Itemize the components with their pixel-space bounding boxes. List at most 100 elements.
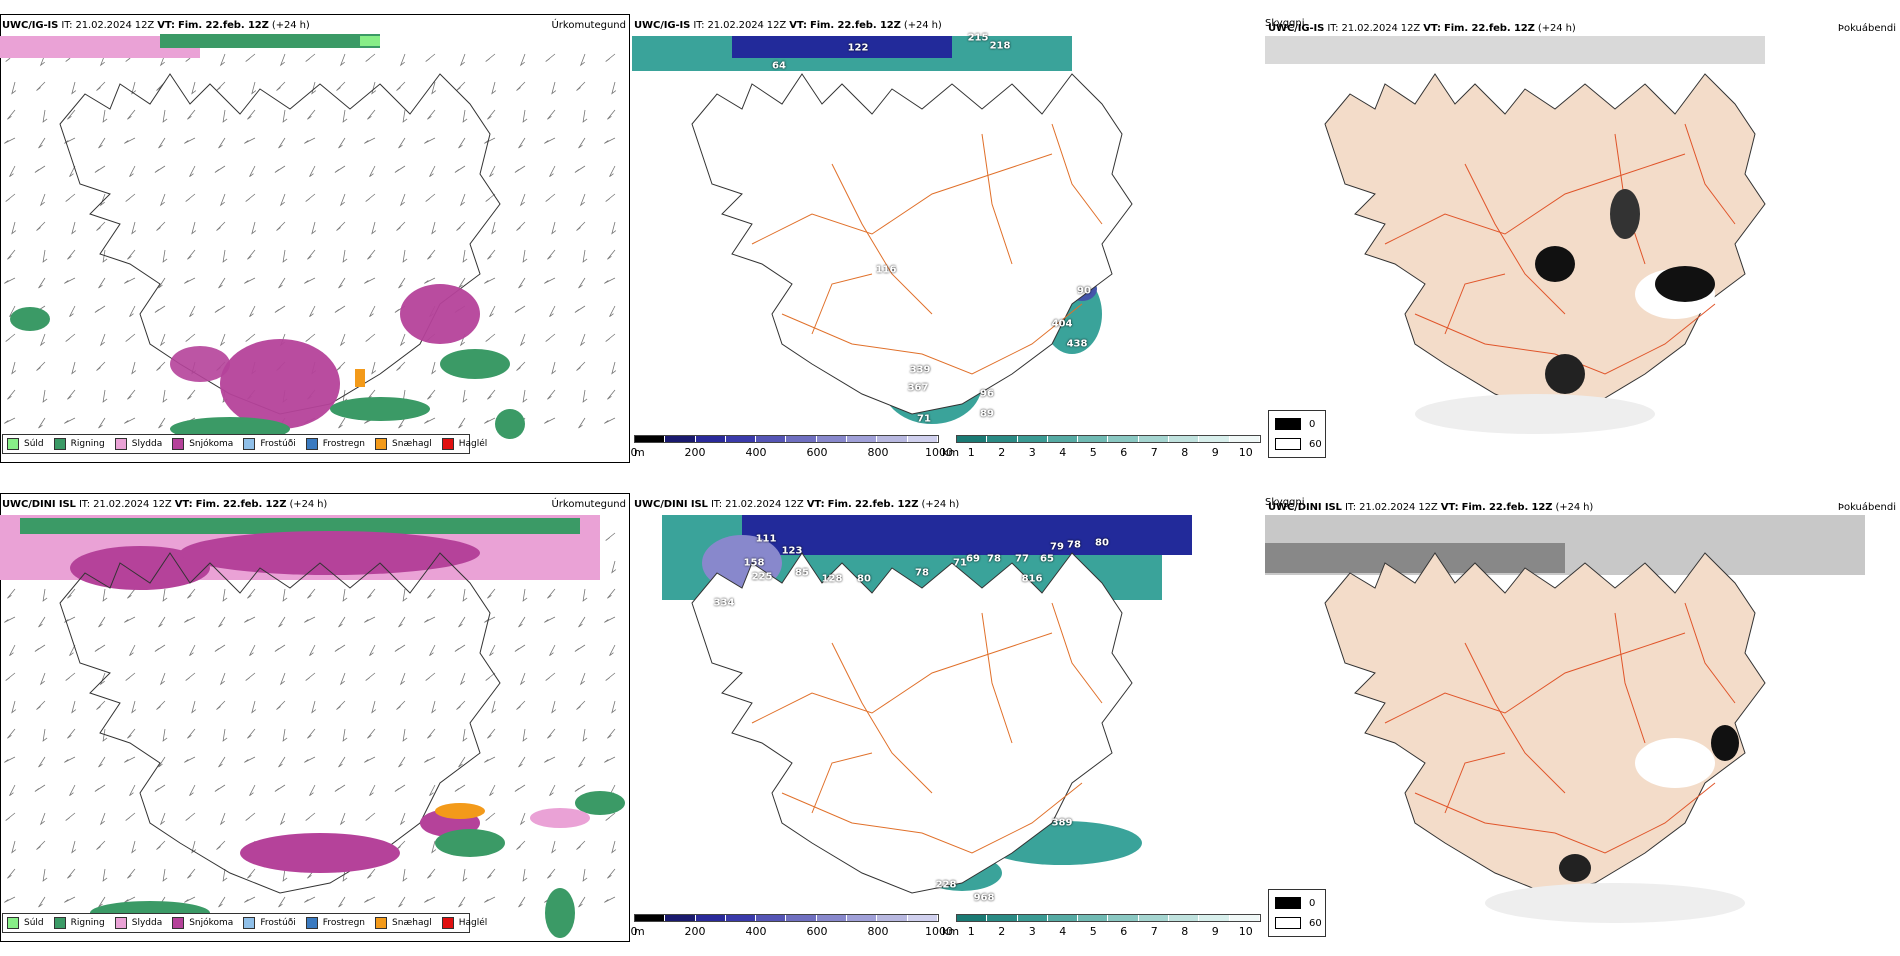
colorbar-tick: 2: [998, 446, 1006, 459]
wind-barb: [222, 109, 228, 123]
wind-barb: [162, 389, 168, 403]
wind-barb: [365, 53, 376, 62]
wind-barb: [429, 165, 436, 178]
wind-barb: [579, 672, 586, 686]
precip-type-panel: UWC/DINI ISL IT: 21.02.2024 12Z VT: Fim.…: [0, 493, 630, 956]
fog-map: [1265, 36, 1766, 434]
legend-item-haglel: Haglél: [441, 438, 487, 450]
wind-barb: [574, 644, 586, 652]
wind-barb: [156, 840, 166, 850]
wind-barb: [485, 672, 496, 681]
wind-barb: [187, 109, 196, 120]
fog-visibility-title: Skyggni: [1265, 497, 1305, 508]
lead-time: (+24 h): [1555, 502, 1594, 513]
wind-barb: [398, 616, 406, 628]
wind-barb: [307, 109, 316, 120]
wind-barb: [311, 700, 317, 714]
lead-time: (+24 h): [271, 20, 310, 31]
init-time: 21.02.2024 12Z: [75, 20, 155, 31]
wind-barb: [456, 700, 466, 710]
wind-barb: [424, 756, 436, 763]
wind-barb: [159, 672, 166, 686]
wind-barb: [607, 389, 616, 400]
wind-barb: [131, 700, 137, 714]
wind-barb: [158, 277, 166, 289]
wind-barb: [458, 417, 466, 429]
wind-barb: [396, 700, 406, 710]
wind-barb: [247, 868, 256, 879]
wind-barb: [551, 840, 557, 854]
wind-barb: [394, 784, 406, 792]
wind-barb: [427, 249, 436, 260]
wind-barb: [399, 53, 406, 67]
wind-barb: [578, 756, 586, 768]
road-line: [1444, 752, 1506, 814]
wind-barb: [244, 616, 256, 623]
it-label: IT:: [78, 499, 90, 510]
legend-label: Rigning: [70, 439, 105, 449]
precip-legend: Súld Rigning Slydda Snjókoma Frostúði Frostre…: [2, 434, 487, 454]
wind-barb: [514, 165, 526, 173]
wind-barb: [7, 728, 16, 739]
wind-barb: [484, 616, 496, 623]
wind-barb: [39, 333, 46, 347]
wind-barb: [484, 896, 496, 903]
wind-barb: [251, 81, 257, 95]
wind-barb: [274, 784, 286, 792]
wind-barb: [127, 389, 136, 400]
cloud-base-value: 122: [847, 42, 869, 54]
wind-barb: [334, 644, 346, 652]
model-name: UWC/IG-IS: [2, 20, 59, 31]
cloudbase-colorbar: m 0 200 400 600 800 1000 km 1 2 3 4 5 6 7 8 9 10: [631, 914, 1264, 944]
wind-barb: [522, 868, 528, 882]
cloud-base-value: 158: [743, 557, 765, 569]
wind-barb: [399, 193, 406, 207]
wind-barb: [522, 588, 528, 602]
wind-barb: [159, 333, 166, 347]
wind-barb: [371, 221, 377, 235]
wind-barb: [609, 165, 616, 178]
fog-legend-label: 0: [1309, 418, 1316, 430]
colorbar-tick: 1: [967, 925, 975, 938]
wind-barb: [487, 588, 496, 599]
wind-barb: [67, 109, 76, 120]
precip-title: Úrkomutegund: [551, 20, 626, 31]
wind-barb: [611, 81, 617, 95]
road-line: [1051, 123, 1103, 225]
wind-barb: [338, 137, 346, 149]
wind-barb: [309, 165, 316, 178]
wind-barb: [367, 249, 376, 260]
wind-barb: [244, 756, 256, 763]
wind-barb: [96, 221, 106, 231]
wind-barb: [245, 193, 256, 202]
wind-barb: [7, 389, 16, 400]
legend-label: Frostúði: [260, 439, 296, 449]
wind-barb: [249, 165, 256, 178]
visibility-unit: km: [942, 446, 960, 459]
wind-barb: [38, 616, 46, 628]
precip-map: [0, 34, 617, 441]
wind-barb: [574, 784, 586, 792]
wind-barb: [611, 221, 617, 235]
wind-barb: [244, 277, 256, 284]
wind-barb: [518, 756, 526, 768]
it-label: IT:: [693, 20, 705, 31]
wind-barb: [219, 193, 226, 207]
wind-barb: [9, 644, 16, 657]
wind-barb: [124, 756, 136, 763]
wind-barb: [396, 221, 406, 231]
wind-barb: [371, 81, 377, 95]
wind-barb: [218, 137, 226, 149]
wind-barb: [38, 896, 46, 908]
wind-barb: [36, 361, 46, 371]
wind-barb: [487, 868, 496, 879]
wind-barb: [96, 700, 106, 710]
legend-swatch: [114, 438, 127, 450]
cloud-base-value: 78: [987, 553, 1001, 565]
wind-barb: [276, 700, 286, 710]
wind-barb: [394, 644, 406, 652]
legend-swatch: [243, 917, 256, 929]
wind-barb: [96, 81, 106, 91]
wind-barb: [67, 389, 76, 400]
wind-barb: [39, 672, 46, 686]
